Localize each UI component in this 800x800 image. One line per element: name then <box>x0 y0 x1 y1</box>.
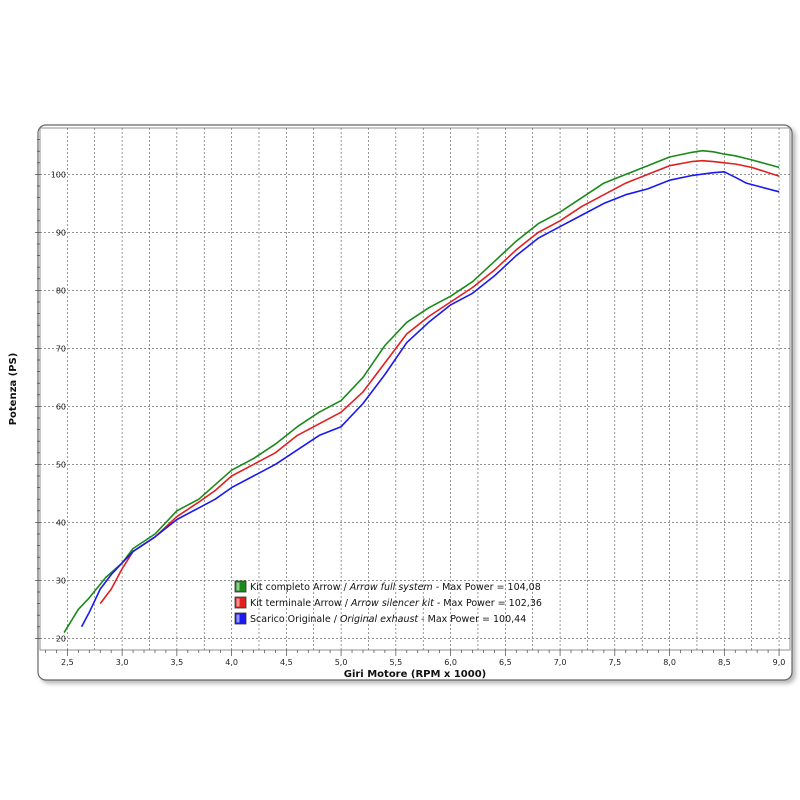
legend-label: Kit completo Arrow / Arrow full system -… <box>250 582 541 593</box>
x-tick-label: 2,5 <box>61 658 74 667</box>
legend-separator: / <box>341 582 350 593</box>
series-line-1 <box>63 149 780 634</box>
legend-swatch-highlight <box>236 614 240 623</box>
legend-series-name: Scarico Originale <box>250 614 331 625</box>
x-tick-label: 4,0 <box>225 658 238 667</box>
y-tick-label: 60 <box>56 402 66 411</box>
y-tick-label: 20 <box>56 634 66 643</box>
x-tick-label: 3,5 <box>170 658 183 667</box>
x-tick-label: 5,5 <box>389 658 402 667</box>
legend: Kit completo Arrow / Arrow full system -… <box>234 580 542 625</box>
x-tick-label: 6,5 <box>499 658 512 667</box>
x-tick-label: 8,0 <box>663 658 676 667</box>
legend-item: Scarico Originale / Original exhaust - M… <box>234 612 526 625</box>
x-tick-label: 7,0 <box>554 658 567 667</box>
plot-area <box>39 127 791 651</box>
legend-swatch <box>234 612 247 625</box>
x-tick-label: 7,5 <box>608 658 621 667</box>
x-axis-title: Giri Motore (RPM x 1000) <box>344 669 487 680</box>
legend-max-power: - Max Power = 100,44 <box>418 614 526 625</box>
y-tick-label: 30 <box>56 576 66 585</box>
series-lines <box>63 149 780 634</box>
x-tick-label: 6,0 <box>444 658 457 667</box>
legend-swatch-highlight <box>236 582 240 591</box>
legend-item: Kit terminale Arrow / Arrow silencer kit… <box>234 596 542 609</box>
series-line-2 <box>99 159 780 605</box>
y-tick-label: 50 <box>56 460 66 469</box>
legend-series-name-en: Arrow full system <box>349 582 433 593</box>
legend-item: Kit completo Arrow / Arrow full system -… <box>234 580 541 593</box>
y-axis-title: Potenza (PS) <box>8 353 19 426</box>
x-tick-label: 5,0 <box>335 658 348 667</box>
series-line-3 <box>80 171 780 628</box>
x-tick-label: 9,0 <box>773 658 786 667</box>
tick-labels: 2,5 3,0 3,5 4,0 4,5 5,0 5,5 6,0 6,5 7,0 7,5 8,0 8,5 9… <box>35 139 786 667</box>
y-tick-label: 70 <box>56 344 66 353</box>
legend-separator: / <box>342 598 351 609</box>
x-tick-label: 3,0 <box>116 658 129 667</box>
legend-swatch-highlight <box>236 598 240 607</box>
legend-separator: / <box>331 614 340 625</box>
y-tick-label: 100 <box>51 170 66 179</box>
y-tick-label: 80 <box>56 286 66 295</box>
legend-series-name-en: Arrow silencer kit <box>350 598 435 609</box>
legend-label: Scarico Originale / Original exhaust - M… <box>250 614 526 625</box>
legend-series-name: Kit completo Arrow <box>250 582 341 593</box>
legend-series-name: Kit terminale Arrow <box>250 598 342 609</box>
y-tick-label: 40 <box>56 518 66 527</box>
legend-swatch <box>234 596 247 609</box>
legend-max-power: - Max Power = 104,08 <box>433 582 541 593</box>
legend-series-name-en: Original exhaust <box>340 614 419 625</box>
x-tick-label: 4,5 <box>280 658 293 667</box>
x-tick-label: 8,5 <box>718 658 731 667</box>
legend-max-power: - Max Power = 102,36 <box>434 598 542 609</box>
legend-label: Kit terminale Arrow / Arrow silencer kit… <box>250 598 542 609</box>
y-tick-label: 90 <box>56 228 66 237</box>
legend-swatch <box>234 580 247 593</box>
